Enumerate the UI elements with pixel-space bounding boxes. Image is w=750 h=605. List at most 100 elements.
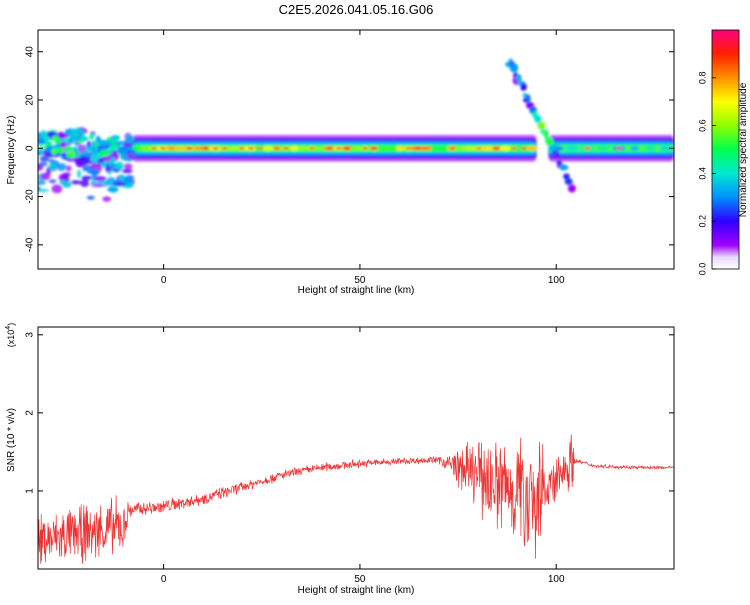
colorbar-ticks: 0.0 0.2 0.4 0.6 0.8 — [697, 72, 716, 275]
heatmap-cell — [556, 160, 562, 165]
spectrogram-ylabel: Frequency (Hz) — [6, 116, 17, 185]
heatmap-cell — [228, 146, 238, 151]
heatmap-cell — [414, 146, 421, 150]
snr-frame — [37, 326, 675, 570]
heatmap-cell — [273, 146, 282, 151]
heatmap-cell — [38, 188, 50, 193]
heatmap-cell — [309, 146, 316, 150]
spectrogram-xtick-label: 100 — [548, 275, 565, 286]
heatmap-cell — [430, 146, 441, 151]
heatmap-cell — [151, 146, 158, 150]
heatmap-cell — [596, 146, 611, 151]
heatmap-cell — [80, 179, 90, 187]
heatmap-cell — [350, 146, 363, 151]
heatmap-cell — [44, 140, 53, 147]
heatmap-cell — [95, 135, 101, 143]
heatmap-cell — [48, 179, 57, 184]
heatmap-cell — [90, 153, 97, 158]
colorbar-tick-label: 0.8 — [697, 72, 707, 85]
heatmap-cell — [290, 146, 300, 151]
heatmap-cell — [102, 196, 112, 202]
heatmap-cell — [63, 137, 69, 143]
heatmap-cell — [212, 146, 219, 150]
heatmap-cell — [616, 146, 623, 150]
heatmap-cell — [186, 146, 193, 150]
heatmap-cell — [480, 146, 496, 151]
snr-ytick-label: 3 — [25, 332, 36, 338]
heatmap-cell — [70, 128, 85, 137]
heatmap-cell — [86, 168, 100, 175]
chart-title: C2E5.2026.041.05.16.G06 — [279, 2, 434, 17]
heatmap-cell — [38, 162, 48, 166]
heatmap-cell — [55, 147, 65, 154]
heatmap-cell — [247, 146, 254, 150]
spectrogram-ytick-label: -20 — [25, 189, 36, 204]
heatmap-cell — [298, 146, 310, 151]
heatmap-cell — [239, 146, 246, 150]
heatmap-cell — [125, 134, 135, 144]
heatmap-cell — [38, 138, 45, 145]
heatmap-cell — [43, 136, 51, 141]
heatmap-cell — [114, 161, 124, 171]
spectrogram-xtick-label: 0 — [161, 275, 167, 286]
snr-xtick-label: 50 — [354, 574, 366, 585]
heatmap-cell — [515, 74, 522, 82]
heatmap-cell — [66, 165, 72, 172]
spectrogram-frame — [37, 29, 675, 270]
heatmap-cell — [548, 145, 674, 152]
heatmap-cell — [256, 146, 263, 150]
heatmap-cell — [51, 184, 63, 194]
heatmap-cell — [81, 175, 92, 181]
heatmap-cell — [111, 135, 121, 139]
heatmap-cell — [520, 146, 527, 150]
snr-ytick-label: 1 — [25, 488, 36, 494]
heatmap-cell — [58, 173, 68, 183]
snr-ytick-label: 2 — [25, 410, 36, 416]
heatmap-cell — [78, 155, 91, 163]
spectrogram-xtick-label: 50 — [354, 275, 366, 286]
heatmap-cell — [166, 146, 177, 151]
spectrogram-ytick-label: 0 — [25, 145, 36, 151]
heatmap-cell — [64, 145, 73, 151]
colorbar: 0.0 0.2 0.4 0.6 0.8 Normalized spectral ampl… — [697, 29, 749, 275]
heatmap-cell — [126, 154, 135, 159]
heatmap-cell — [159, 146, 166, 150]
heatmap-cell — [38, 180, 47, 185]
heatmap-cell — [94, 176, 107, 182]
heatmap-cell — [644, 146, 657, 151]
spectrogram-panel: 0 50 100 -40 -20 0 20 40 Height of straight lin… — [6, 29, 675, 296]
heatmap-cell — [65, 152, 72, 158]
heatmap-cell — [463, 146, 479, 151]
heatmap-cell — [110, 139, 117, 143]
heatmap-cell — [89, 146, 99, 154]
heatmap-cell — [173, 146, 188, 151]
heatmap-cell — [118, 146, 127, 153]
heatmap-cell — [221, 146, 228, 150]
spectrogram-ytick-label: 40 — [25, 46, 36, 58]
snr-xtick-label: 0 — [161, 574, 167, 585]
spectrogram-ticks: 0 50 100 -40 -20 0 20 40 — [25, 30, 674, 286]
spectrogram-xlabel: Height of straight line (km) — [298, 285, 415, 296]
heatmap-cell — [520, 83, 527, 91]
heatmap-cell — [116, 144, 122, 148]
heatmap-cell — [124, 175, 132, 185]
heatmap-cell — [262, 146, 275, 151]
heatmap-cell — [344, 146, 351, 150]
heatmap-cell — [335, 146, 342, 150]
heatmap-cell — [39, 155, 49, 162]
heatmap-cell — [554, 152, 561, 159]
heatmap-cell — [103, 156, 111, 163]
heatmap-cell — [99, 151, 110, 156]
spectrogram-ytick-label: 20 — [25, 94, 36, 106]
heatmap-cell — [89, 133, 94, 140]
heatmap-cell — [123, 163, 133, 170]
heatmap-cell — [564, 178, 573, 185]
heatmap-cell — [511, 146, 518, 150]
colorbar-gradient — [711, 29, 740, 270]
heatmap-cell — [51, 135, 59, 141]
heatmap-cell — [450, 146, 457, 150]
heatmap-cell — [59, 180, 68, 186]
heatmap-cell — [559, 164, 569, 171]
heatmap-cell — [499, 146, 513, 151]
